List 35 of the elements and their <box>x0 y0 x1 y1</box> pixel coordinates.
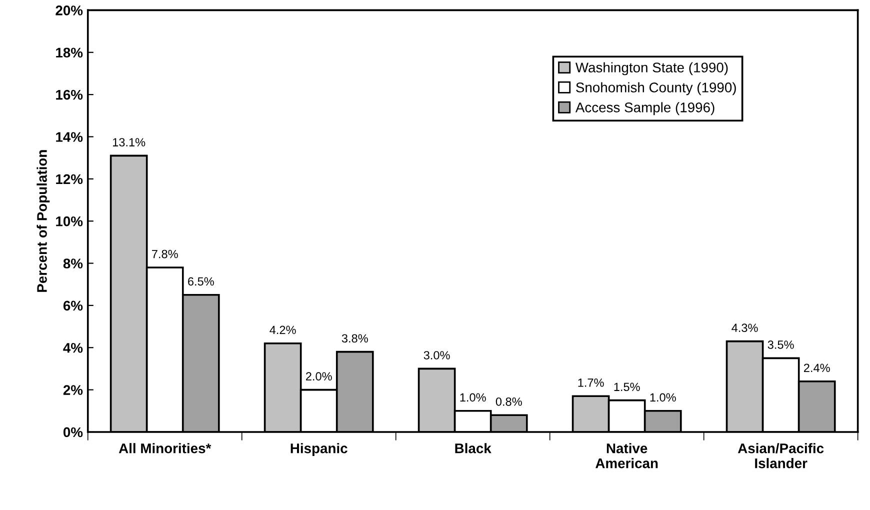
y-tick-label: 18% <box>56 48 83 58</box>
y-tick-label: 14% <box>56 132 83 142</box>
y-axis-title: Percent of Population <box>36 150 50 292</box>
y-tick-label: 6% <box>63 300 83 311</box>
x-tick-label: Native American <box>596 443 658 468</box>
data-label: 3.5% <box>768 340 794 349</box>
data-label: 4.3% <box>732 324 758 332</box>
y-tick-label: 4% <box>63 342 83 353</box>
data-label: 2.0% <box>306 372 332 381</box>
y-tick-label: 16% <box>56 90 83 100</box>
data-label: 2.4% <box>804 364 830 372</box>
data-label: 6.5% <box>188 277 214 286</box>
data-label: 1.5% <box>614 382 640 392</box>
x-tick-label: Hispanic <box>290 443 348 456</box>
data-label: 13.1% <box>112 138 146 146</box>
x-tick-label: Asian/Pacific Islander <box>738 443 824 468</box>
data-label: 3.8% <box>342 334 368 343</box>
data-label: 0.8% <box>496 397 522 406</box>
data-label: 1.7% <box>578 378 604 387</box>
legend-label: Access Sample (1996) <box>575 102 714 116</box>
y-tick-label: 8% <box>63 258 83 268</box>
data-label: 1.0% <box>650 393 676 402</box>
data-label: 7.8% <box>152 250 178 258</box>
data-label: 4.2% <box>270 326 296 334</box>
y-tick-label: 20% <box>56 6 83 16</box>
y-tick-label: 12% <box>56 174 83 184</box>
data-label: 1.0% <box>460 393 486 402</box>
y-tick-label: 2% <box>63 385 83 395</box>
data-label: 3.0% <box>424 351 450 360</box>
legend-label: Washington State (1990) <box>575 62 728 76</box>
x-tick-label: All Minorities* <box>118 443 212 454</box>
y-tick-label: 0% <box>63 427 83 438</box>
y-tick-label: 10% <box>56 216 83 226</box>
x-tick-label: Black <box>455 443 492 454</box>
legend-label: Snohomish County (1990) <box>576 82 736 96</box>
